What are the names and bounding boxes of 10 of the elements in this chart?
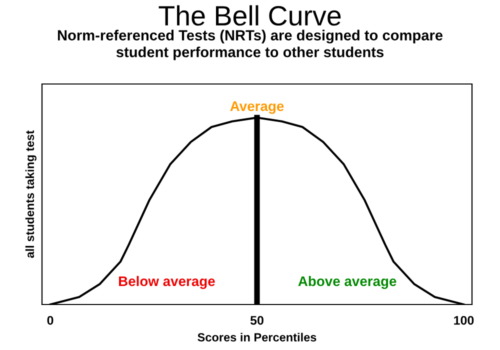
y-axis-title: all students taking test — [25, 130, 36, 258]
chart-title: The Bell Curve — [158, 5, 341, 26]
x-tick-label: 0 — [47, 316, 54, 325]
ref-line-label: Average — [230, 101, 284, 114]
x-axis-title: Scores in Percentiles — [198, 332, 316, 342]
chart-subtitle: Norm-referenced Tests (NRTs) are designed to compare student performance to other students — [58, 30, 443, 60]
annotation: Below average — [118, 276, 215, 289]
x-tick-label: 100 — [454, 316, 474, 325]
x-tick-label: 50 — [250, 316, 264, 325]
annotation: Above average — [298, 276, 396, 289]
